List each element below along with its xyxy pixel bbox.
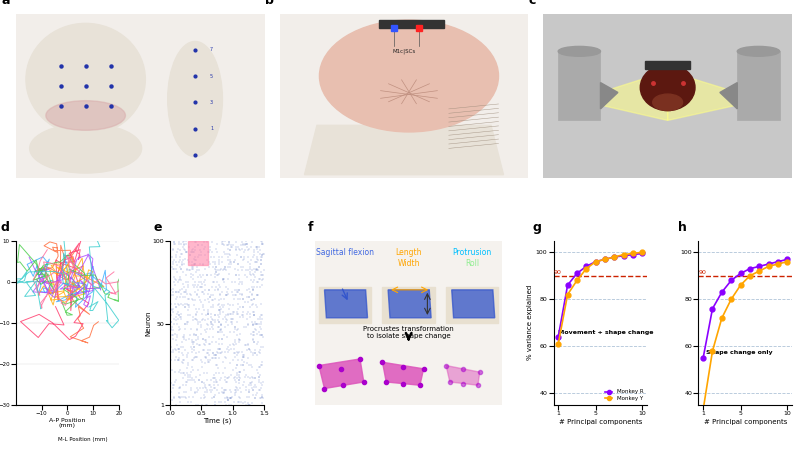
Polygon shape (325, 290, 367, 318)
Text: M-L Position (mm): M-L Position (mm) (58, 437, 108, 442)
Polygon shape (388, 290, 431, 318)
Ellipse shape (26, 23, 146, 135)
Polygon shape (382, 287, 435, 323)
Ellipse shape (558, 46, 601, 56)
Text: d: d (1, 221, 10, 234)
Ellipse shape (319, 20, 498, 132)
Polygon shape (305, 126, 503, 175)
X-axis label: # Principal components: # Principal components (703, 419, 787, 425)
X-axis label: # Principal components: # Principal components (558, 419, 642, 425)
Ellipse shape (46, 101, 126, 130)
Ellipse shape (640, 64, 695, 111)
Text: g: g (533, 221, 542, 234)
X-axis label: A-P Position
(mm): A-P Position (mm) (50, 418, 86, 428)
Polygon shape (601, 71, 668, 121)
Polygon shape (319, 287, 371, 323)
Text: 90: 90 (698, 270, 706, 274)
X-axis label: Time (s): Time (s) (203, 418, 231, 424)
Bar (379, 20, 444, 28)
Ellipse shape (30, 124, 142, 173)
Text: f: f (308, 221, 313, 234)
Polygon shape (446, 287, 498, 323)
Text: 90: 90 (554, 270, 562, 274)
Polygon shape (601, 83, 618, 109)
Text: Movement + shape change: Movement + shape change (558, 330, 654, 335)
Text: Sagittal flexion: Sagittal flexion (316, 248, 374, 256)
Polygon shape (446, 365, 480, 385)
Text: Length: Length (395, 248, 422, 256)
Polygon shape (720, 83, 738, 109)
Bar (188, 240, 208, 266)
Text: Roll: Roll (466, 259, 479, 268)
Text: c: c (528, 0, 536, 7)
Text: Width: Width (398, 259, 420, 268)
Bar (738, 51, 779, 121)
Polygon shape (382, 362, 424, 385)
Ellipse shape (738, 46, 779, 56)
Text: a: a (1, 0, 10, 7)
Text: Shape change only: Shape change only (706, 350, 773, 355)
Polygon shape (668, 71, 738, 121)
Text: 7: 7 (210, 47, 213, 52)
Text: Procrustes transformation
to isolate shape change: Procrustes transformation to isolate sha… (363, 326, 454, 339)
Text: 3: 3 (210, 100, 213, 105)
Polygon shape (452, 290, 494, 318)
Text: M1c|SCs: M1c|SCs (392, 49, 416, 54)
Ellipse shape (653, 94, 682, 111)
Y-axis label: Neuron: Neuron (145, 310, 151, 336)
Y-axis label: % variance explained: % variance explained (527, 285, 533, 360)
Ellipse shape (168, 41, 222, 157)
Text: Protrusion: Protrusion (453, 248, 492, 256)
Text: b: b (265, 0, 274, 7)
Legend: Monkey R, Monkey Y: Monkey R, Monkey Y (604, 388, 644, 402)
Text: 5: 5 (210, 73, 213, 78)
Polygon shape (319, 359, 364, 388)
Text: h: h (678, 221, 686, 234)
Text: 1: 1 (210, 126, 213, 131)
Text: e: e (154, 221, 162, 234)
Bar (558, 51, 601, 121)
Bar (646, 61, 690, 69)
